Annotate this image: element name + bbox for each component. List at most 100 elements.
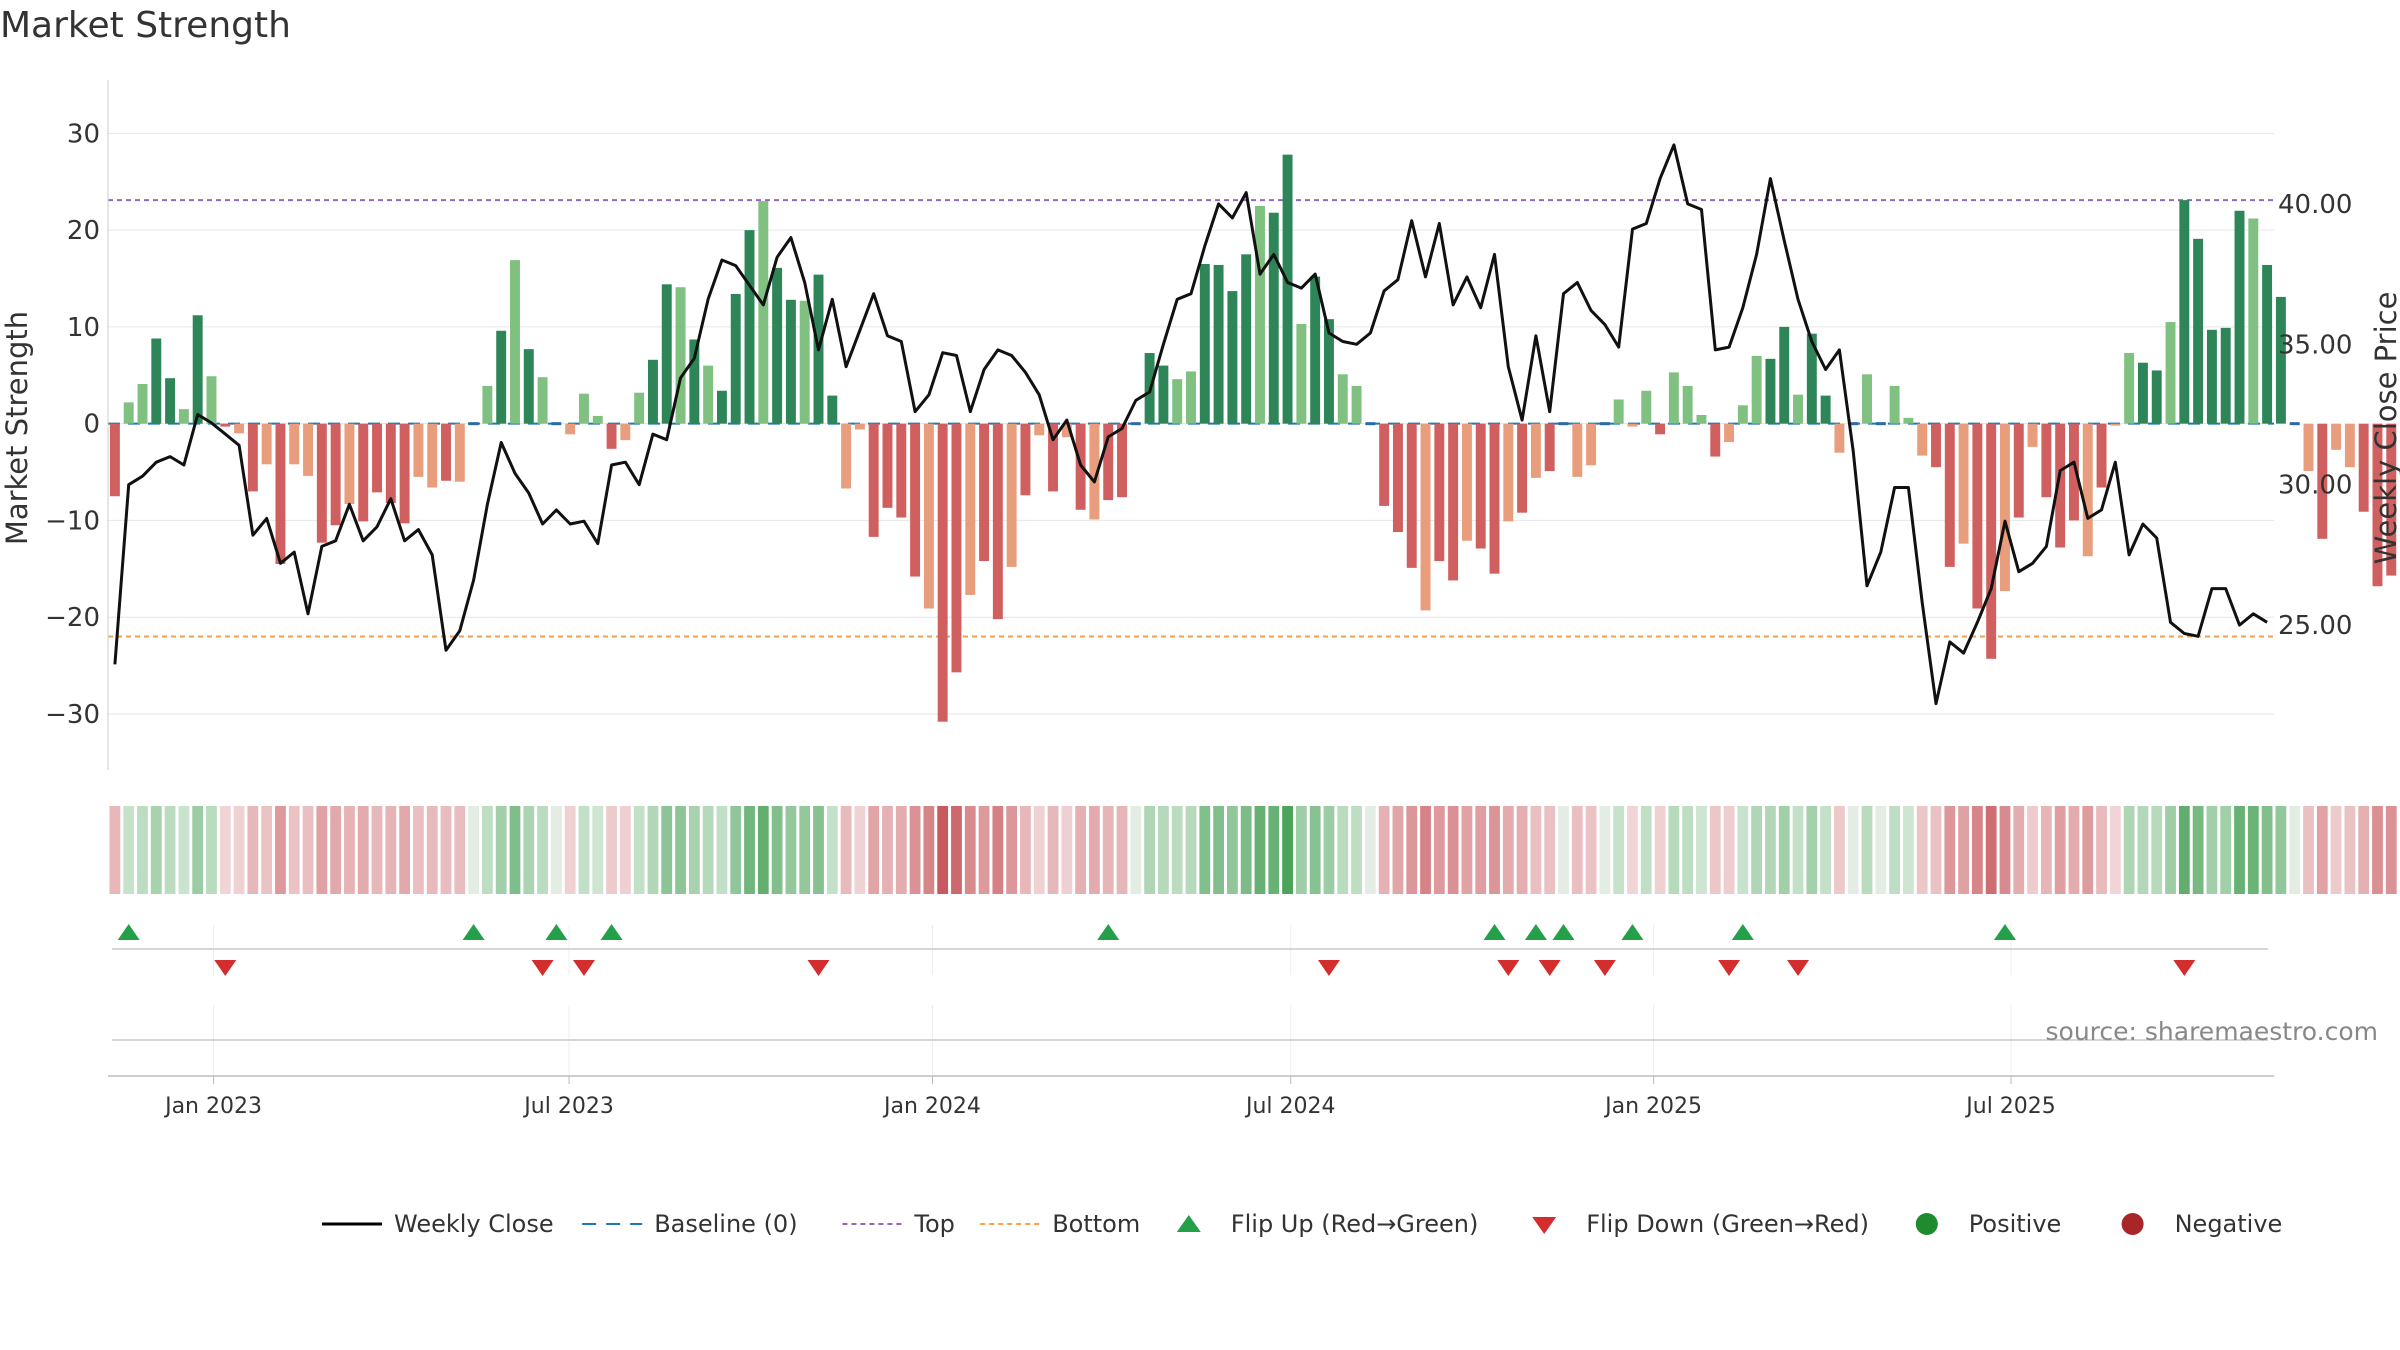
negative-bar: [1089, 423, 1100, 520]
heat-cell: [2165, 806, 2176, 894]
positive-bar: [1213, 264, 1224, 424]
heat-cell: [2192, 806, 2204, 894]
negative-bar: [2303, 423, 2314, 472]
x-tick-label: Jan 2024: [882, 1094, 981, 1119]
heat-cell: [275, 806, 286, 894]
left-tick-label: −20: [45, 603, 100, 633]
heat-cell: [730, 806, 742, 894]
heat-cell: [1282, 806, 1293, 894]
positive-bar: [151, 338, 162, 424]
heat-cell: [826, 806, 838, 894]
heat-cell: [2151, 806, 2163, 894]
left-tick-label: −30: [45, 700, 100, 730]
negative-bar: [1448, 423, 1459, 581]
heat-cell: [109, 806, 121, 894]
heat-cell: [164, 806, 176, 894]
baseline-tick: [468, 422, 479, 426]
heat-cell: [2220, 806, 2232, 894]
heat-cell: [633, 806, 645, 894]
baseline-tick: [1848, 422, 1859, 426]
heat-cell: [2123, 806, 2135, 894]
heat-cell: [1861, 806, 1873, 894]
positive-bar: [579, 393, 589, 424]
positive-bar: [123, 402, 134, 424]
positive-bar: [2220, 327, 2231, 424]
positive-bar: [1889, 385, 1900, 424]
heat-cell: [1668, 806, 1680, 894]
x-tick-label: Jan 2023: [163, 1094, 262, 1119]
heat-cell: [1792, 806, 1804, 894]
heat-cell: [316, 806, 328, 894]
heat-cell: [1778, 806, 1790, 894]
negative-bar: [2331, 423, 2342, 450]
heat-cell: [178, 806, 190, 894]
positive-bar: [2262, 264, 2273, 424]
negative-bar: [1834, 423, 1845, 453]
heat-cell: [2178, 806, 2190, 894]
positive-bar: [1241, 254, 1252, 424]
heat-cell: [1489, 806, 1500, 894]
positive-bar: [592, 415, 603, 424]
heat-cell: [1765, 806, 1776, 894]
heat-cell: [550, 806, 562, 894]
positive-bar: [1337, 374, 1348, 424]
legend-item: Flip Up (Red→Green): [1176, 1210, 1478, 1238]
positive-bar: [1641, 390, 1652, 424]
heat-cell: [619, 806, 631, 894]
right-tick-label: 30.00: [2278, 471, 2352, 501]
heat-cell: [661, 806, 673, 894]
heat-cell: [1171, 806, 1183, 894]
positive-bar: [1806, 333, 1817, 424]
negative-bar: [854, 423, 865, 430]
left-tick-label: 20: [67, 216, 100, 246]
positive-bar: [675, 287, 686, 424]
heat-cell: [468, 806, 479, 894]
positive-bar: [799, 300, 810, 424]
x-tick-label: Jul 2024: [1244, 1094, 1336, 1119]
flip-up-marker: [117, 924, 140, 940]
negative-bar: [247, 423, 258, 492]
negative-bar: [923, 423, 934, 609]
negative-bar: [841, 423, 852, 489]
heat-cell: [1475, 806, 1487, 894]
flip-up-marker: [1621, 924, 1644, 940]
heat-cell: [1116, 806, 1128, 894]
negative-bar: [882, 423, 893, 508]
heat-cell: [1971, 806, 1983, 894]
heat-cell: [1820, 806, 1832, 894]
legend-item: Top: [842, 1210, 955, 1238]
legend-label: Top: [913, 1210, 955, 1238]
heat-cell: [1364, 806, 1376, 894]
heat-cell: [1723, 806, 1735, 894]
positive-bar: [523, 349, 534, 424]
heat-cell: [675, 806, 686, 894]
flip-down-marker: [572, 960, 595, 976]
left-tick-label: 30: [67, 119, 100, 149]
left-tick-label: 10: [67, 313, 100, 343]
heat-cell: [2234, 806, 2245, 894]
heat-cell: [964, 806, 976, 894]
positive-bar: [1227, 291, 1238, 424]
heat-cell: [137, 806, 148, 894]
negative-bar: [372, 423, 382, 493]
heat-cell: [1696, 806, 1707, 894]
strength-bars: [109, 154, 2397, 722]
negative-bar: [1530, 423, 1541, 478]
positive-bar: [1186, 371, 1196, 424]
flip-up-marker: [1097, 924, 1120, 940]
flip-up-marker: [462, 924, 485, 940]
baseline-tick: [1875, 422, 1886, 426]
flip-up-marker: [545, 924, 568, 940]
heat-cell: [1226, 806, 1238, 894]
heat-cell: [882, 806, 893, 894]
heat-cell: [1240, 806, 1252, 894]
positive-bar: [2234, 210, 2245, 424]
positive-bar: [178, 409, 189, 424]
heat-cell: [261, 806, 273, 894]
positive-bar: [1255, 205, 1265, 424]
positive-bar: [1310, 276, 1321, 424]
heat-cell: [1295, 806, 1307, 894]
legend-label: Negative: [2175, 1210, 2283, 1238]
legend-item: Positive: [1915, 1210, 2061, 1238]
